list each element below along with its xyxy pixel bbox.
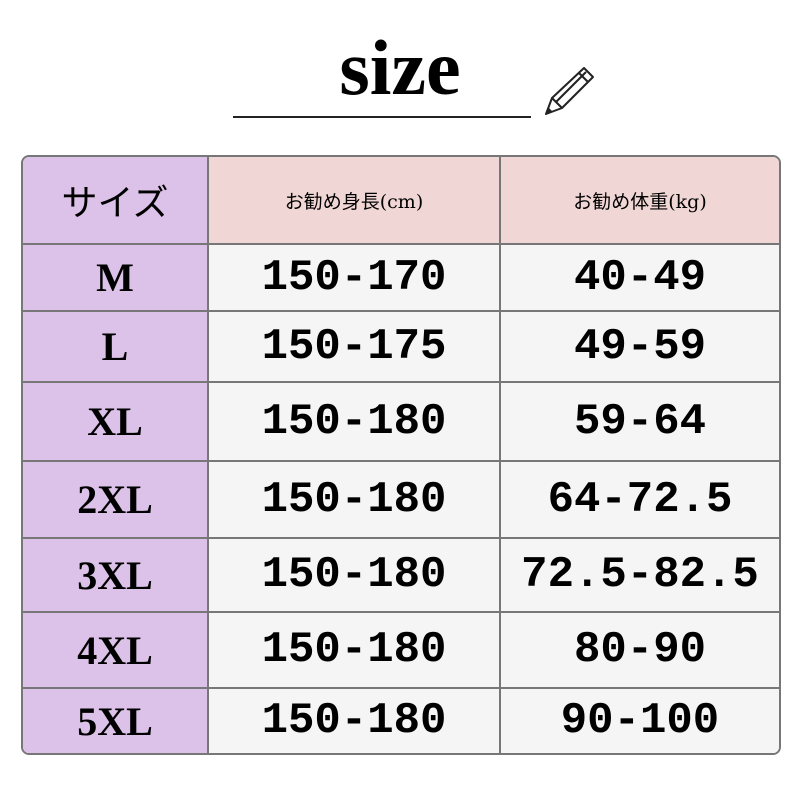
cell-size: XL [23,383,209,462]
cell-weight: 90-100 [501,689,779,753]
cell-height: 150-180 [209,689,501,753]
cell-weight: 49-59 [501,312,779,383]
header-size: サイズ [23,157,209,245]
header-height: お勧め身長(cm) [209,157,501,245]
size-table: サイズ お勧め身長(cm) お勧め体重(kg) M 150-170 40-49 L 150-1… [21,155,781,755]
cell-size: M [23,245,209,312]
cell-height: 150-180 [209,383,501,462]
title-underline [233,116,531,118]
header-weight: お勧め体重(kg) [501,157,779,245]
cell-weight: 64-72.5 [501,462,779,539]
cell-height: 150-180 [209,539,501,613]
cell-size: 2XL [23,462,209,539]
cell-weight: 72.5-82.5 [501,539,779,613]
cell-size: L [23,312,209,383]
cell-height: 150-175 [209,312,501,383]
cell-size: 4XL [23,613,209,689]
cell-size: 5XL [23,689,209,753]
cell-weight: 59-64 [501,383,779,462]
cell-height: 150-180 [209,613,501,689]
cell-height: 150-170 [209,245,501,312]
cell-height: 150-180 [209,462,501,539]
page-title: size [339,24,461,111]
cell-weight: 40-49 [501,245,779,312]
cell-weight: 80-90 [501,613,779,689]
pencil-icon [545,67,594,115]
cell-size: 3XL [23,539,209,613]
